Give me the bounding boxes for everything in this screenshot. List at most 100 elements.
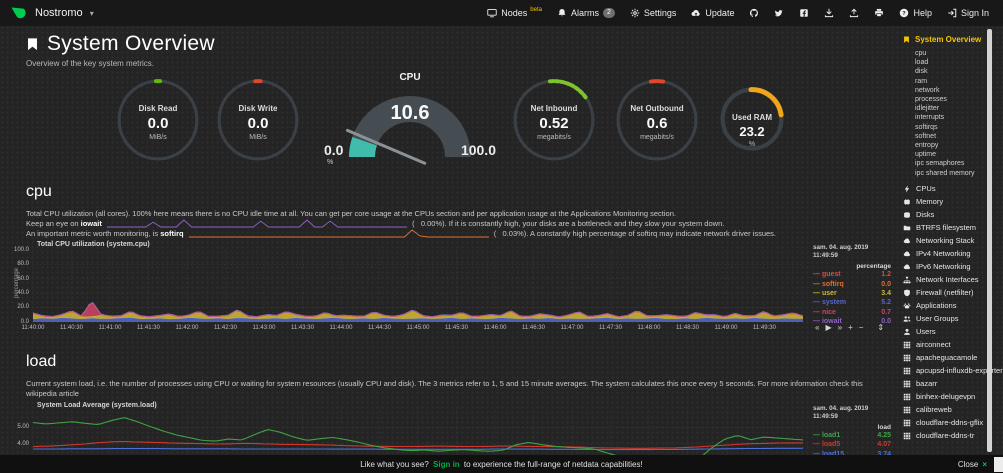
- sidebar-sub-network[interactable]: network: [915, 86, 940, 94]
- sidebar-item-user-groups[interactable]: User Groups: [903, 314, 1003, 324]
- legend-series-value: 1.2: [881, 271, 891, 279]
- legend-nice[interactable]: — nice 0.7: [813, 308, 891, 317]
- nav-print[interactable]: [874, 8, 884, 18]
- sidebar-scrollbar[interactable]: [987, 29, 992, 452]
- toolbox-resize[interactable]: ⇕: [877, 323, 885, 333]
- sidebar-item-cloudflare-ddns-gflix[interactable]: cloudflare-ddns-gflix: [903, 418, 1003, 428]
- sidebar-item-cloudflare-ddns-tr[interactable]: cloudflare-ddns-tr: [903, 431, 1003, 441]
- sidebar-item-calibreweb[interactable]: calibreweb: [903, 405, 1003, 415]
- gauge-unit: %: [327, 159, 334, 166]
- sidebar-sub-entropy[interactable]: entropy: [915, 142, 939, 150]
- nav-github[interactable]: [749, 8, 759, 18]
- folder-icon: [903, 224, 911, 232]
- iowait-keyword: iowait: [80, 218, 102, 228]
- sidebar-sub-softirqs[interactable]: softirqs: [915, 123, 938, 131]
- sidebar-item-label: apacheguacamole: [916, 352, 978, 362]
- sidebar-sub-idlejitter[interactable]: idlejitter: [915, 105, 940, 113]
- sidebar-sub-ipc-shared-memory[interactable]: ipc shared memory: [915, 169, 975, 177]
- legend-system[interactable]: — system 5.2: [813, 298, 891, 307]
- nav-help[interactable]: ? Help: [899, 8, 932, 18]
- legend-load15[interactable]: — load15 3.74: [813, 450, 891, 459]
- sidebar-item-bazarr[interactable]: bazarr: [903, 379, 1003, 389]
- sidebar-item-label: apcupsd-influxdb-exporter: [916, 365, 1003, 375]
- sidebar-item-btrfs-filesystem[interactable]: BTRFS filesystem: [903, 223, 1003, 233]
- sidebar-item-disks[interactable]: Disks: [903, 210, 1003, 220]
- nav-update[interactable]: Update: [691, 8, 734, 18]
- sidebar-nav: System Overview cpu load disk ram network proc…: [895, 26, 1003, 455]
- sidebar-item-networking-stack[interactable]: Networking Stack: [903, 236, 1003, 246]
- toolbox-zoom-out[interactable]: −: [858, 323, 864, 333]
- sidebar-sub-interrupts[interactable]: interrupts: [915, 114, 945, 122]
- net-outbound-ring: [616, 79, 698, 161]
- sidebar-item-ipv4-networking[interactable]: IPv4 Networking: [903, 249, 1003, 259]
- cpu-plot[interactable]: [33, 250, 803, 323]
- y-tick: 60.0: [17, 275, 29, 282]
- sign-in-link[interactable]: Sign in: [433, 459, 460, 469]
- sidebar-item-cpus[interactable]: CPUs: [903, 184, 1003, 194]
- nav-nodes[interactable]: Nodes beta: [487, 7, 542, 18]
- toolbox-zoom-in[interactable]: +: [848, 323, 853, 333]
- sidebar-sub-load[interactable]: load: [915, 59, 929, 67]
- sidebar-item-system-overview[interactable]: System Overview: [903, 35, 1003, 44]
- sidebar-sub-disk[interactable]: disk: [915, 68, 928, 76]
- sidebar-item-memory[interactable]: Memory: [903, 197, 1003, 207]
- sidebar-item-apacheguacamole[interactable]: apacheguacamole: [903, 352, 1003, 363]
- nav-facebook[interactable]: [799, 8, 809, 18]
- legend-user[interactable]: — user 3.4: [813, 289, 891, 298]
- gauge-disk-read[interactable]: Disk Read 0.0 MiB/s: [108, 72, 208, 168]
- cpu-chart[interactable]: Total CPU utilization (system.cpu) percen…: [14, 241, 893, 340]
- toolbox-pan-forward[interactable]: »: [837, 323, 843, 333]
- gauge-label: Disk Read: [138, 103, 178, 113]
- softirq-keyword: softirq: [160, 228, 184, 238]
- sidebar-item-applications[interactable]: Applications: [903, 301, 1003, 311]
- nav-alarms[interactable]: Alarms 2: [557, 8, 615, 18]
- sidebar-sub-uptime[interactable]: uptime: [915, 151, 937, 159]
- gauge-cpu[interactable]: CPU 10.6 0.0 100.0 %: [322, 72, 498, 170]
- legend-guest[interactable]: — guest 1.2: [813, 270, 891, 279]
- facebook-icon: [799, 8, 809, 18]
- question-icon: ?: [899, 8, 909, 18]
- paw-icon: [903, 302, 911, 310]
- sidebar-sub-ram[interactable]: ram: [915, 77, 928, 85]
- sidebar-sub-cpu[interactable]: cpu: [915, 50, 927, 57]
- gauge-net-outbound[interactable]: Net Outbound 0.6 megabits/s: [607, 72, 707, 168]
- sidebar-item-users[interactable]: Users: [903, 327, 1003, 337]
- sidebar-item-firewall-netfilter[interactable]: Firewall (netfilter): [903, 288, 1003, 298]
- text: An important metric worth monitoring, is: [26, 228, 159, 238]
- legend-iowait[interactable]: — iowait 0.0: [813, 317, 891, 326]
- grid-icon: [903, 419, 911, 427]
- sidebar-item-network-interfaces[interactable]: Network Interfaces: [903, 275, 1003, 285]
- sidebar-item-ipv6-networking[interactable]: IPv6 Networking: [903, 262, 1003, 272]
- cloud-icon: [903, 263, 911, 271]
- x-tick: 11:47:00: [560, 325, 584, 332]
- nav-upload[interactable]: [849, 8, 859, 18]
- gauge-used-ram[interactable]: Used RAM 23.2 %: [713, 72, 791, 168]
- close-banner-button[interactable]: Close ×: [958, 460, 987, 469]
- x-tick: 11:41:30: [137, 325, 160, 332]
- cpu-toolbox: « ▶ » + − ⇕: [815, 323, 884, 332]
- beta-tag: beta: [530, 7, 542, 13]
- grid-icon: [903, 380, 911, 388]
- sidebar-sub-ipc-semaphores[interactable]: ipc semaphores: [915, 160, 965, 168]
- sidebar-item-airconnect[interactable]: airconnect: [903, 340, 1003, 350]
- gauge-disk-write[interactable]: Disk Write 0.0 MiB/s: [208, 72, 308, 168]
- legend-load1[interactable]: — load1 4.25: [813, 431, 891, 440]
- gauge-label: Net Outbound: [630, 103, 684, 113]
- sidebar-item-apcupsd-influxdb-exporter[interactable]: apcupsd-influxdb-exporter: [903, 365, 1003, 376]
- legend-series-name: — guest: [813, 271, 841, 279]
- nav-download[interactable]: [824, 8, 834, 18]
- sidebar-item-binhex-delugevpn[interactable]: binhex-delugevpn: [903, 392, 1003, 402]
- toolbox-play[interactable]: ▶: [825, 323, 832, 333]
- sidebar-sub-softnet[interactable]: softnet: [915, 132, 937, 140]
- legend-load5[interactable]: — load5 4.07: [813, 440, 891, 449]
- gauge-label: Disk Write: [238, 103, 278, 113]
- nav-sign-in[interactable]: Sign In: [947, 8, 989, 18]
- legend-softirq[interactable]: — softirq 0.0: [813, 280, 891, 289]
- nav-settings[interactable]: Settings: [630, 8, 676, 18]
- host-selector[interactable]: Nostromo ▾: [10, 6, 94, 21]
- sidebar-sub-processes[interactable]: processes: [915, 96, 947, 104]
- nav-twitter[interactable]: [774, 8, 784, 18]
- toolbox-pan-backward[interactable]: «: [815, 323, 820, 333]
- gauge-net-inbound[interactable]: Net Inbound 0.52 megabits/s: [504, 72, 604, 168]
- x-tick: 11:42:00: [175, 325, 199, 332]
